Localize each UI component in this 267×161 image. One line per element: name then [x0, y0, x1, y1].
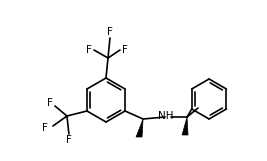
- Text: F: F: [42, 123, 48, 133]
- Text: F: F: [122, 45, 128, 55]
- Text: F: F: [107, 27, 113, 37]
- Text: F: F: [66, 135, 72, 145]
- Text: F: F: [86, 45, 92, 55]
- Polygon shape: [136, 119, 143, 137]
- Text: NH: NH: [158, 111, 174, 121]
- Text: F: F: [47, 98, 53, 108]
- Polygon shape: [182, 117, 188, 135]
